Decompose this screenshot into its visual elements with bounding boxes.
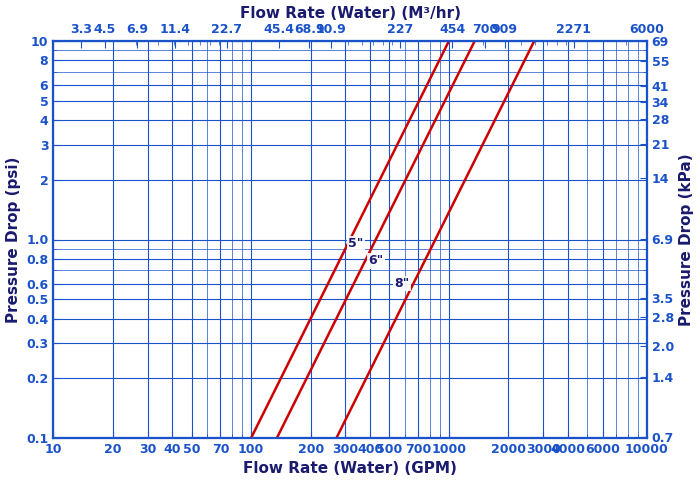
Text: 6": 6" bbox=[368, 254, 384, 268]
X-axis label: Flow Rate (Water) (GPM): Flow Rate (Water) (GPM) bbox=[243, 461, 457, 476]
Y-axis label: Pressure Drop (kPa): Pressure Drop (kPa) bbox=[680, 153, 694, 326]
Y-axis label: Pressure Drop (psi): Pressure Drop (psi) bbox=[6, 156, 20, 322]
X-axis label: Flow Rate (Water) (M³/hr): Flow Rate (Water) (M³/hr) bbox=[239, 6, 461, 21]
Text: 8": 8" bbox=[394, 277, 410, 290]
Text: 5": 5" bbox=[349, 238, 364, 251]
